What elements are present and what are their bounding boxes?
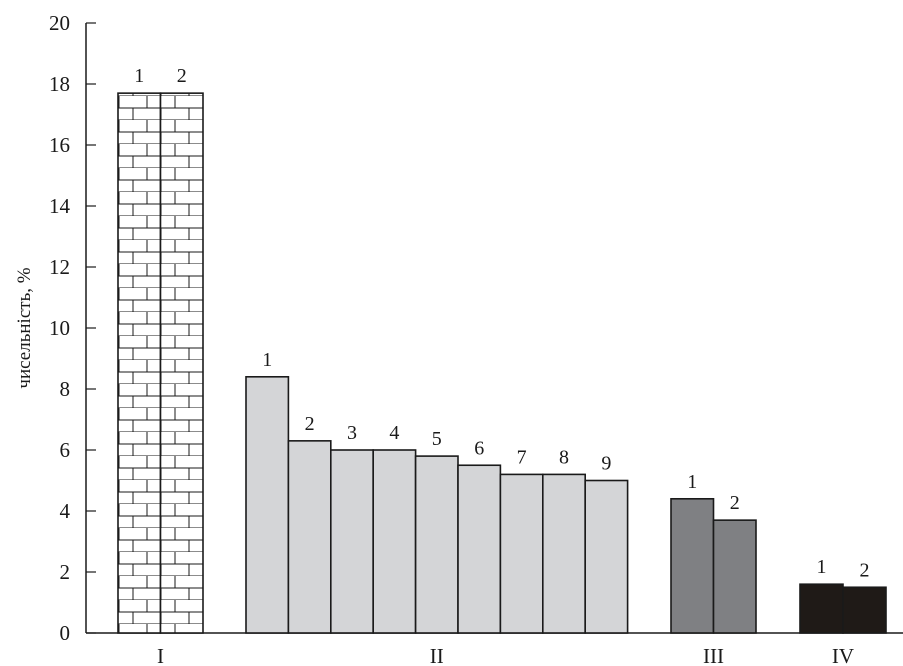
group-label-I: I <box>157 644 164 666</box>
y-tick-label: 18 <box>49 72 70 96</box>
bar-label: 1 <box>817 556 827 578</box>
bar-label: 1 <box>687 471 697 493</box>
y-tick-label: 2 <box>60 560 71 584</box>
bar-II-7 <box>499 473 544 634</box>
bar-II-1 <box>245 375 290 634</box>
bar-I-2 <box>159 92 204 634</box>
bar-II-3 <box>329 449 374 634</box>
bar-label: 7 <box>517 446 527 468</box>
y-tick-label: 4 <box>60 499 71 523</box>
bar-IV-2 <box>842 586 887 634</box>
bar-II-8 <box>541 473 586 634</box>
group-label-IV: IV <box>832 644 854 666</box>
bar-label: 9 <box>601 453 611 475</box>
y-axis-title: чисельність, % <box>14 267 35 388</box>
bar-II-9 <box>584 479 629 634</box>
y-tick-label: 0 <box>60 621 71 645</box>
bar-label: 6 <box>474 437 484 459</box>
bar-label: 2 <box>177 65 187 87</box>
y-tick-label: 6 <box>60 438 71 462</box>
y-tick-label: 14 <box>49 194 71 218</box>
y-tick-label: 20 <box>49 11 70 35</box>
labels: 1 2 I 1 2 3 4 5 6 7 8 9 II 1 2 III 1 2 IV <box>134 65 869 666</box>
group-label-III: III <box>703 644 724 666</box>
bar-label: 5 <box>432 428 442 450</box>
bar-label: 4 <box>389 422 399 444</box>
bar-label: 3 <box>347 422 357 444</box>
y-tick-label: 8 <box>60 377 71 401</box>
y-tick-label: 12 <box>49 255 70 279</box>
bar-III-1 <box>670 497 715 634</box>
bar-II-2 <box>287 440 332 634</box>
bar-label: 2 <box>860 559 870 581</box>
bars <box>117 92 887 634</box>
y-tick-label: 10 <box>49 316 70 340</box>
bar-label: 2 <box>730 492 740 514</box>
bar-label: 1 <box>134 65 144 87</box>
bar-label: 1 <box>262 349 272 371</box>
y-tick-label: 16 <box>49 133 70 157</box>
bar-I-1 <box>117 92 162 634</box>
bar-II-5 <box>414 455 459 634</box>
bar-III-2 <box>712 519 757 634</box>
group-label-II: II <box>430 644 444 666</box>
bar-label: 2 <box>305 413 315 435</box>
bar-II-6 <box>457 464 502 634</box>
bar-IV-1 <box>799 583 844 634</box>
bar-II-4 <box>372 449 417 634</box>
bar-label: 8 <box>559 446 569 468</box>
